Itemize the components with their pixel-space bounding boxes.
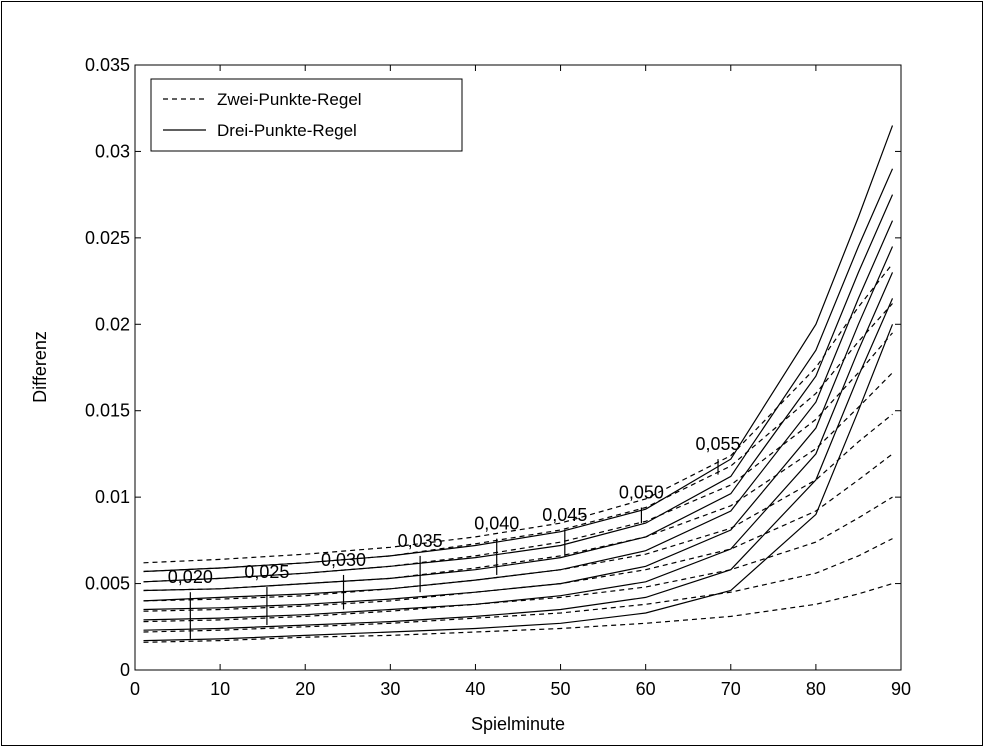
series-line-solid-0-055 [143,125,894,573]
series-line-dashed-0-020 [143,583,893,643]
annotation-label: 0,040 [474,514,519,534]
annotation-label: 0,030 [321,550,366,570]
x-tick-label: 10 [210,679,230,699]
x-tick-label: 0 [130,679,140,699]
series-line-solid-0-040 [143,220,894,602]
plot-area-border [134,64,902,671]
y-tick-label: 0 [120,660,130,680]
y-tick-label: 0.025 [85,228,130,248]
series-line-dashed-0-040 [143,413,893,602]
x-tick-label: 50 [551,679,571,699]
x-tick-label: 30 [380,679,400,699]
x-tick-label: 90 [891,679,911,699]
y-axis-label: Differenz [30,331,50,403]
x-tick-label: 70 [721,679,741,699]
series-line-solid-0-030 [143,272,894,621]
series-line-solid-0-035 [143,246,894,611]
annotation-label: 0,050 [619,483,664,503]
annotation-label: 0,055 [695,434,740,454]
annotation-label: 0,025 [244,562,289,582]
series-line-dashed-0-035 [143,453,893,612]
y-tick-label: 0.01 [95,487,130,507]
series-line-dashed-0-025 [143,538,893,633]
x-tick-label: 20 [295,679,315,699]
y-tick-label: 0.035 [85,55,130,75]
series-line-dashed-0-060 [143,263,893,564]
x-tick-label: 40 [465,679,485,699]
series-line-solid-0-025 [143,298,894,631]
series-line-solid-0-020 [143,324,894,642]
annotation-label: 0,035 [398,531,443,551]
series-line-solid-0-050 [143,168,894,583]
y-tick-label: 0.02 [95,314,130,334]
group-annotations: 0,020 0,025 0,030 0,035 0,040 0,045 0,050 0,055 [168,434,741,639]
series-line-dashed-0-045 [143,372,893,592]
y-tick-label: 0.03 [95,141,130,161]
y-axis: 0 0.005 0.01 0.015 0.02 0.025 0.03 0.035 [85,55,901,680]
legend: Zwei-Punkte-Regel Drei-Punkte-Regel [150,78,463,152]
x-tick-label: 60 [636,679,656,699]
annotation-label: 0,045 [542,505,587,525]
series-line-dashed-0-030 [143,496,893,623]
x-axis-label: Spielminute [471,714,565,734]
annotation-label: 0,020 [168,567,213,587]
y-tick-label: 0.005 [85,574,130,594]
legend-box [150,78,463,152]
legend-label-drei: Drei-Punkte-Regel [217,121,357,140]
series-lines [143,125,894,643]
x-axis: 0 10 20 30 40 50 60 70 80 90 [130,65,911,699]
x-tick-label: 80 [806,679,826,699]
series-line-dashed-0-050 [143,332,893,583]
y-tick-label: 0.015 [85,401,130,421]
series-line-solid-0-045 [143,194,894,592]
legend-label-zwei: Zwei-Punkte-Regel [217,90,362,109]
